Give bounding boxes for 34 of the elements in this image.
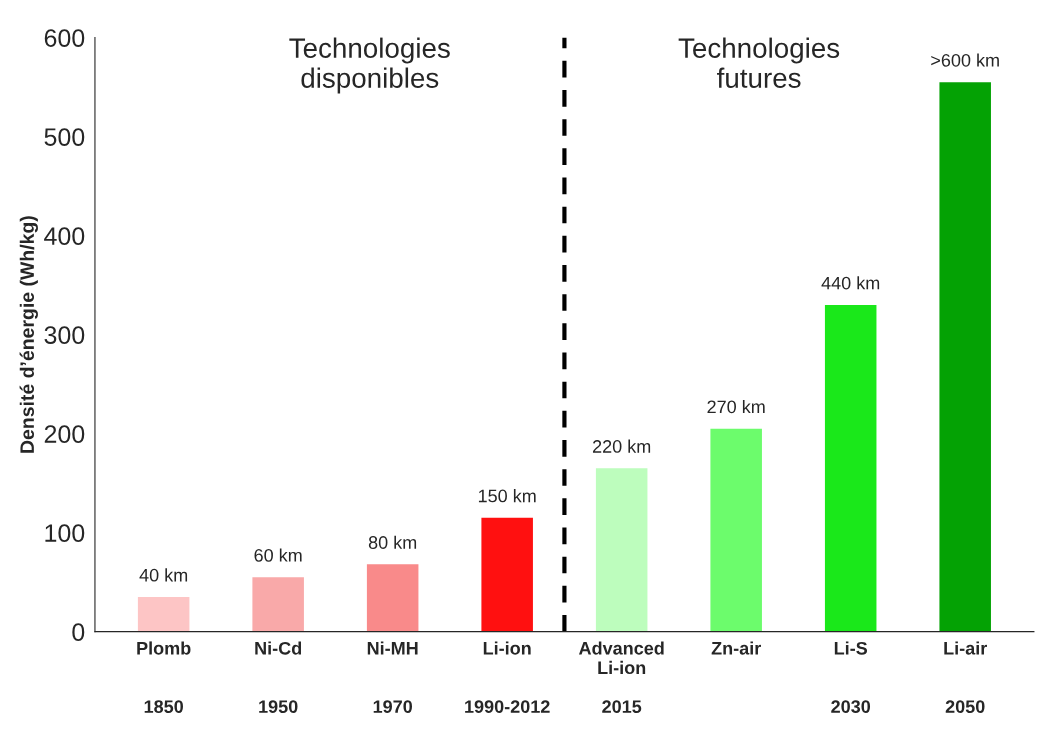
- bar: [481, 517, 533, 632]
- bar: [939, 82, 991, 632]
- annotation: 60 km: [254, 548, 302, 562]
- category-label: Plomb 1850: [137, 641, 191, 714]
- y-tick-label: 400: [44, 227, 85, 245]
- annotation: 220 km: [592, 439, 651, 453]
- bar: [252, 577, 304, 632]
- bar: [710, 428, 762, 632]
- y-tick-label: 200: [44, 425, 85, 443]
- bar: [824, 304, 877, 632]
- category-label: Ni-MH 1970: [367, 641, 418, 714]
- bar: [366, 564, 419, 632]
- bar: [137, 597, 190, 632]
- y-tick-label: 500: [44, 128, 85, 146]
- x-tick-label: Zn-air: [711, 641, 761, 655]
- annotation: >600 km: [931, 53, 999, 67]
- annotation: 270 km: [707, 399, 765, 414]
- category-label: Li-ion 1990-2012: [465, 641, 550, 714]
- y-axis-title: Densité d’énergie (Wh/kg): [19, 216, 38, 453]
- annotation: 80 km: [368, 535, 417, 549]
- annotation: Technologies futures: [678, 37, 840, 88]
- y-tick-label: 600: [44, 29, 85, 47]
- bar: [595, 468, 648, 632]
- annotation: 440 km: [821, 276, 880, 290]
- annotation: 40 km: [139, 568, 188, 582]
- y-tick-label: 100: [45, 524, 85, 542]
- annotation: Technologies disponibles: [289, 37, 450, 94]
- category-label: Ni-Cd 1950: [255, 641, 302, 714]
- y-tick-label: 300: [44, 326, 85, 344]
- y-tick-label: 0: [72, 623, 85, 641]
- category-label: Li-S 2030: [831, 641, 871, 714]
- annotation: 150 km: [478, 489, 536, 503]
- category-label: Advanced Li-ion 2015: [578, 641, 664, 714]
- category-label: Li-air 2050: [944, 641, 987, 714]
